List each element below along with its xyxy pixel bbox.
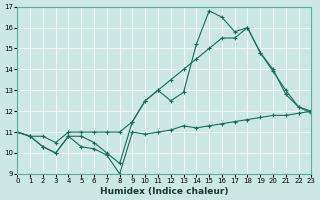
X-axis label: Humidex (Indice chaleur): Humidex (Indice chaleur) [100,187,228,196]
